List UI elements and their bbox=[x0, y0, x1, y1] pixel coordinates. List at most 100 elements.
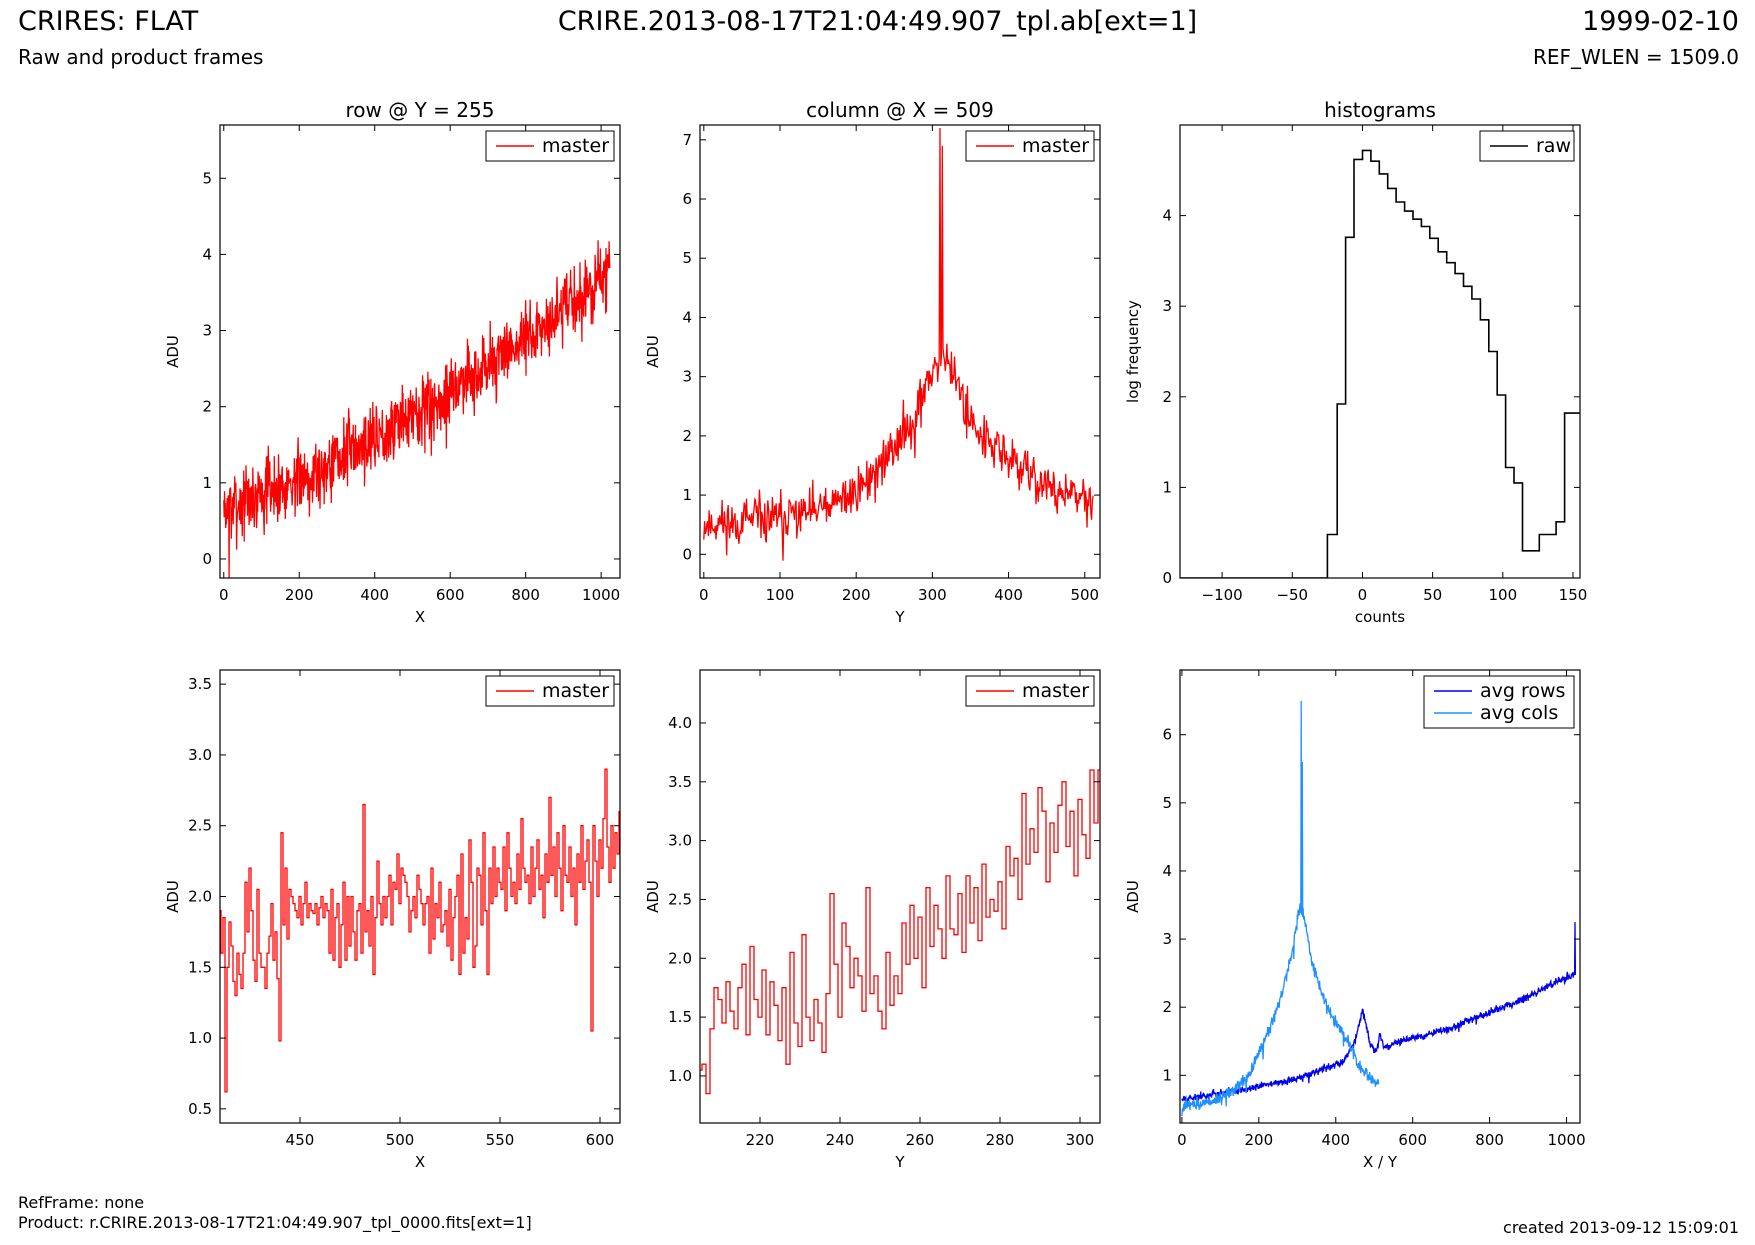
x-tick-label: 200 bbox=[285, 586, 314, 604]
x-tick-label: 0 bbox=[1177, 1131, 1187, 1149]
x-tick-label: 600 bbox=[586, 1131, 615, 1149]
x-axis-label: X bbox=[415, 1153, 425, 1171]
y-tick-label: 7 bbox=[682, 131, 692, 149]
chart-title: histograms bbox=[1324, 98, 1436, 122]
plot-frame bbox=[699, 124, 1101, 579]
y-tick-label: 4 bbox=[682, 308, 692, 326]
y-tick-label: 1.5 bbox=[188, 958, 212, 976]
x-tick-label: 450 bbox=[286, 1131, 315, 1149]
x-tick-label: 1000 bbox=[1547, 1131, 1585, 1149]
y-tick-label: 2 bbox=[1162, 388, 1172, 406]
y-tick-label: 4 bbox=[202, 245, 212, 263]
x-tick-label: 100 bbox=[1488, 586, 1517, 604]
y-axis-label: ADU bbox=[644, 335, 662, 368]
y-tick-label: 6 bbox=[1162, 726, 1172, 744]
legend-label: avg rows bbox=[1480, 680, 1565, 702]
plot-frame bbox=[699, 669, 1101, 1124]
plot-frame bbox=[1179, 124, 1581, 579]
y-tick-label: 1.0 bbox=[668, 1067, 692, 1085]
legend-label: master bbox=[1022, 680, 1089, 702]
y-axis-label: ADU bbox=[1124, 880, 1142, 913]
y-axis-label: ADU bbox=[164, 335, 182, 368]
x-tick-label: 200 bbox=[1245, 1131, 1274, 1149]
y-tick-label: 4 bbox=[1162, 862, 1172, 880]
x-axis-label: Y bbox=[894, 608, 905, 626]
x-tick-label: −100 bbox=[1202, 586, 1243, 604]
y-axis-label: log frequency bbox=[1124, 300, 1142, 403]
legend-label: master bbox=[542, 135, 609, 157]
y-tick-label: 1.0 bbox=[188, 1029, 212, 1047]
x-tick-label: 800 bbox=[1475, 1131, 1504, 1149]
y-tick-label: 3 bbox=[1162, 297, 1172, 315]
y-tick-label: 3.5 bbox=[188, 675, 212, 693]
legend-label: raw bbox=[1536, 135, 1571, 157]
x-tick-label: 240 bbox=[826, 1131, 855, 1149]
y-tick-label: 5 bbox=[202, 169, 212, 187]
legend-label: master bbox=[1022, 135, 1089, 157]
chart-avg: 0 200 400 600 800 1000 1 2 3 4 5 6 X / Y ADU avg rowsa… bbox=[1124, 669, 1586, 1171]
y-tick-label: 2.0 bbox=[668, 949, 692, 967]
x-tick-label: 260 bbox=[906, 1131, 935, 1149]
y-tick-label: 0 bbox=[202, 550, 212, 568]
y-tick-label: 3.5 bbox=[668, 773, 692, 791]
series-avg-cols bbox=[1181, 700, 1380, 1117]
y-tick-label: 3 bbox=[682, 368, 692, 386]
x-tick-label: 300 bbox=[1066, 1131, 1095, 1149]
y-tick-label: 5 bbox=[682, 249, 692, 267]
x-tick-label: −50 bbox=[1276, 586, 1308, 604]
x-tick-label: 150 bbox=[1559, 586, 1588, 604]
y-tick-label: 0.5 bbox=[188, 1100, 212, 1118]
x-axis-label: X / Y bbox=[1363, 1153, 1398, 1171]
x-tick-label: 100 bbox=[766, 586, 795, 604]
y-tick-label: 1.5 bbox=[668, 1008, 692, 1026]
y-tick-label: 1 bbox=[1162, 1066, 1172, 1084]
y-axis-label: ADU bbox=[644, 880, 662, 913]
report-title: CRIRES: FLAT bbox=[18, 6, 199, 37]
series-avg-rows bbox=[1181, 921, 1577, 1103]
series-raw bbox=[1180, 149, 1580, 578]
y-tick-label: 1 bbox=[682, 486, 692, 504]
series-master bbox=[220, 768, 620, 1093]
x-tick-label: 0 bbox=[699, 586, 709, 604]
series-master bbox=[703, 127, 1094, 561]
x-tick-label: 400 bbox=[1321, 1131, 1350, 1149]
x-tick-label: 300 bbox=[918, 586, 947, 604]
x-tick-label: 200 bbox=[842, 586, 871, 604]
x-tick-label: 400 bbox=[994, 586, 1023, 604]
y-tick-label: 6 bbox=[682, 190, 692, 208]
x-tick-label: 50 bbox=[1423, 586, 1442, 604]
x-tick-label: 220 bbox=[746, 1131, 775, 1149]
footer-product: Product: r.CRIRE.2013-08-17T21:04:49.907… bbox=[18, 1213, 532, 1232]
chart-title: column @ X = 509 bbox=[806, 98, 994, 122]
legend bbox=[1423, 675, 1575, 729]
chart-colzoom: 220 240 260 280 300 1.0 1.5 2.0 2.5 3.0 3.5 4.0 Y ADU… bbox=[644, 669, 1101, 1171]
y-tick-label: 2 bbox=[682, 427, 692, 445]
report-subtitle: Raw and product frames bbox=[18, 45, 264, 69]
y-tick-label: 1 bbox=[1162, 478, 1172, 496]
x-tick-label: 0 bbox=[219, 586, 229, 604]
series-master bbox=[700, 769, 1100, 1095]
series-master bbox=[223, 240, 611, 578]
y-tick-label: 3.0 bbox=[668, 832, 692, 850]
footer-created: created 2013-09-12 15:09:01 bbox=[1503, 1218, 1739, 1237]
plot-frame bbox=[219, 124, 621, 579]
plot-frame bbox=[1179, 669, 1581, 1124]
y-tick-label: 1 bbox=[202, 474, 212, 492]
y-tick-label: 0 bbox=[682, 545, 692, 563]
chart-title: row @ Y = 255 bbox=[346, 98, 495, 122]
x-tick-label: 0 bbox=[1358, 586, 1368, 604]
y-tick-label: 2 bbox=[202, 398, 212, 416]
x-tick-label: 500 bbox=[386, 1131, 415, 1149]
y-tick-label: 4.0 bbox=[668, 714, 692, 732]
chart-hist: −100 −50 0 50 100 150 0 1 2 3 4 histograms counts log… bbox=[1124, 98, 1587, 626]
x-tick-label: 550 bbox=[486, 1131, 515, 1149]
report-date: 1999-02-10 bbox=[1582, 6, 1739, 37]
y-tick-label: 2.5 bbox=[188, 817, 212, 835]
y-tick-label: 3.0 bbox=[188, 746, 212, 764]
y-tick-label: 4 bbox=[1162, 207, 1172, 225]
file-name: CRIRE.2013-08-17T21:04:49.907_tpl.ab[ext… bbox=[557, 6, 1198, 37]
y-tick-label: 0 bbox=[1162, 569, 1172, 587]
x-tick-label: 600 bbox=[436, 586, 465, 604]
plot-frame bbox=[219, 669, 621, 1124]
